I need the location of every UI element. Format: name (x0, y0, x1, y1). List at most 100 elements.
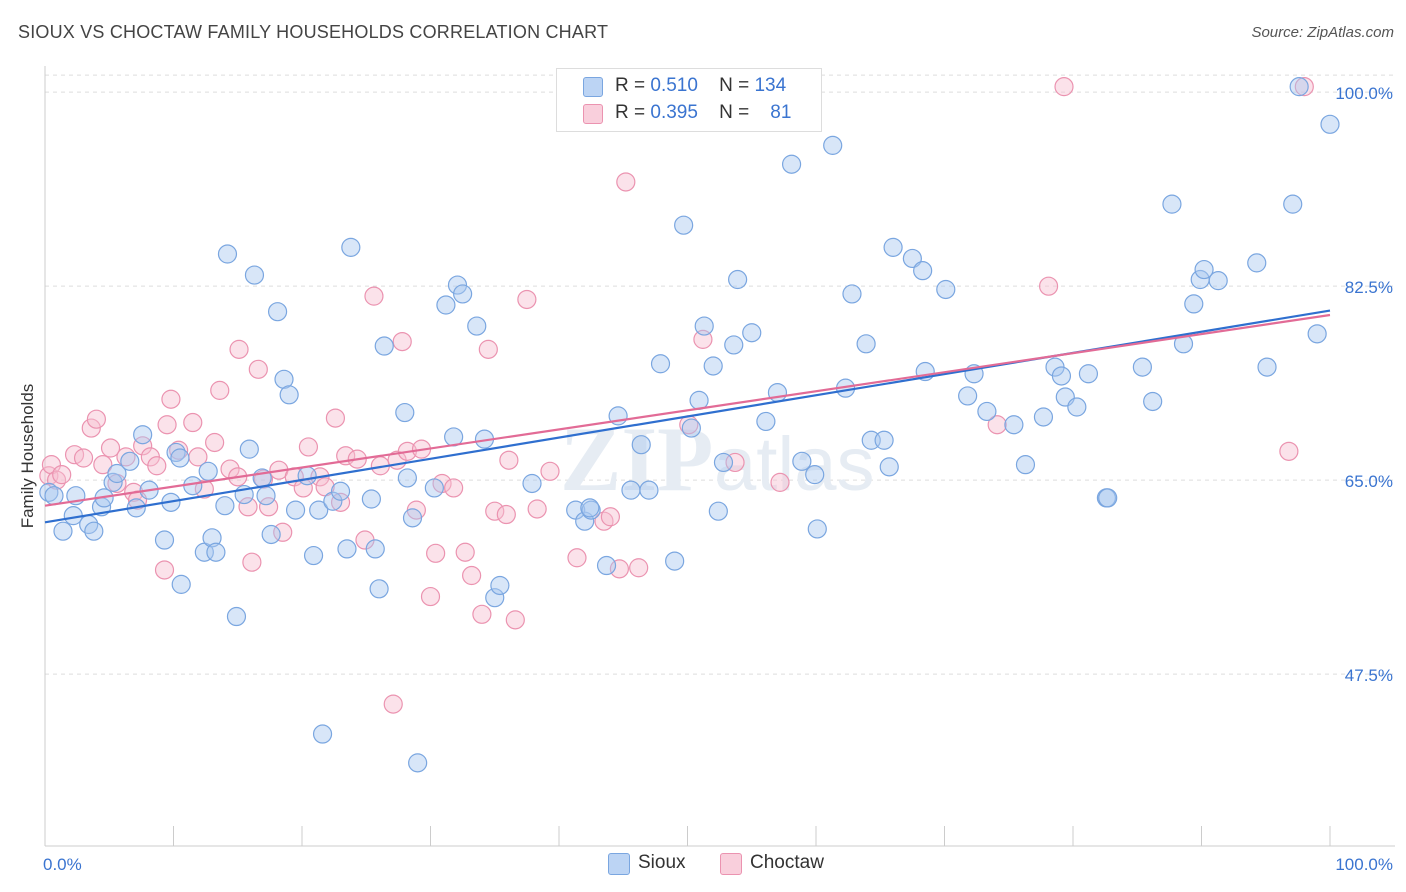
y-tick-label: 47.5% (1345, 666, 1393, 685)
choctaw-point (154, 560, 175, 580)
sioux-point (171, 574, 191, 594)
sioux-point (1194, 259, 1214, 280)
sioux-point (842, 284, 862, 304)
choctaw-point (420, 586, 441, 607)
sioux-point (958, 386, 978, 406)
choctaw-point (987, 415, 1007, 435)
sioux-point (323, 491, 343, 511)
sioux-point (1004, 415, 1024, 435)
grid-lines (45, 74, 1395, 675)
sioux-point (713, 452, 734, 473)
choctaw-point (93, 455, 113, 475)
sioux-point (198, 461, 218, 481)
sioux-point (447, 275, 468, 295)
sioux-point (879, 457, 899, 477)
sioux-point (728, 269, 748, 290)
choctaw-point (169, 440, 189, 460)
choctaw-point (462, 565, 482, 586)
choctaw-point (81, 418, 101, 438)
choctaw-point (1294, 77, 1314, 97)
choctaw-point (426, 543, 446, 563)
sioux-point (1283, 194, 1303, 214)
choctaw-point (527, 499, 547, 519)
choctaw-point (540, 461, 560, 481)
sioux-point (490, 575, 510, 596)
sioux-point (267, 302, 288, 322)
choctaw-point (496, 504, 516, 525)
sioux-point (742, 323, 762, 343)
sioux-point (402, 508, 423, 528)
choctaw-point (455, 542, 475, 562)
sioux-point (1132, 357, 1152, 377)
sioux-point (1247, 253, 1267, 273)
sioux-point (856, 334, 876, 354)
source-label: Source: ZipAtlas.com (1251, 24, 1394, 41)
sioux-point (309, 500, 329, 520)
sioux-point (303, 545, 324, 566)
legend-r-label: R = (615, 102, 646, 123)
legend-r-label: R = (615, 75, 646, 96)
sioux-point (650, 354, 671, 374)
legend-n-value-sioux: 134 (754, 75, 787, 96)
choctaw-point (472, 604, 492, 624)
sioux-point (1051, 366, 1072, 386)
sioux-point (39, 482, 59, 502)
choctaw-point (73, 448, 94, 468)
sioux-point (977, 401, 997, 422)
sioux-point (823, 135, 843, 155)
sioux-point (154, 530, 175, 550)
sioux-point (902, 248, 922, 269)
bottom-legend-label-choctaw: Choctaw (750, 852, 824, 873)
choctaw-point (86, 409, 107, 429)
sioux-point (274, 369, 294, 389)
sioux-point (1307, 324, 1327, 344)
sioux-point (1033, 407, 1054, 427)
sioux-point (453, 284, 473, 304)
choctaw-point (133, 436, 153, 456)
choctaw-point (629, 558, 649, 578)
legend-n-label: N = (719, 75, 750, 96)
sioux-point (792, 451, 812, 471)
choctaw-point (392, 332, 412, 352)
sioux-point (805, 465, 825, 485)
sioux-point (1143, 391, 1163, 412)
sioux-point (724, 335, 744, 355)
y-tick-label: 82.5% (1345, 278, 1393, 297)
sioux-point (883, 237, 903, 257)
sioux-point (369, 579, 389, 599)
sioux-point (244, 265, 265, 285)
bottom-legend-label-sioux: Sioux (638, 852, 686, 873)
sioux-point (285, 500, 306, 520)
sioux-point (467, 316, 487, 336)
sioux-point (639, 480, 659, 500)
chart-title: SIOUX VS CHOCTAW FAMILY HOUSEHOLDS CORRE… (18, 22, 609, 42)
sioux-point (374, 336, 394, 356)
sioux-point (202, 528, 222, 548)
choctaw-point (242, 552, 262, 572)
choctaw-point (567, 548, 587, 568)
sioux-point (485, 588, 505, 608)
sioux-point (631, 435, 651, 455)
sioux-point (395, 402, 415, 423)
sioux-point (522, 473, 542, 494)
sioux-point (279, 385, 299, 405)
choctaw-point (210, 380, 230, 400)
sioux-point (44, 486, 64, 506)
sioux-point (256, 486, 276, 506)
sioux-point (580, 498, 600, 518)
sioux-point (756, 411, 776, 432)
choctaw-point (205, 432, 225, 453)
sioux-point (936, 279, 956, 300)
y-tick-label: 100.0% (1335, 84, 1393, 103)
legend-r-value-sioux: 0.510 (650, 75, 698, 96)
sioux-point (215, 496, 235, 516)
choctaw-point (1279, 441, 1299, 461)
choctaw-point (41, 455, 62, 475)
trend-lines (44, 309, 1331, 524)
choctaw-point (229, 339, 249, 359)
y-tick-label: 65.0% (1345, 472, 1393, 491)
choctaw-point (478, 339, 498, 359)
axes (44, 66, 1395, 847)
choctaw-point (46, 470, 67, 490)
